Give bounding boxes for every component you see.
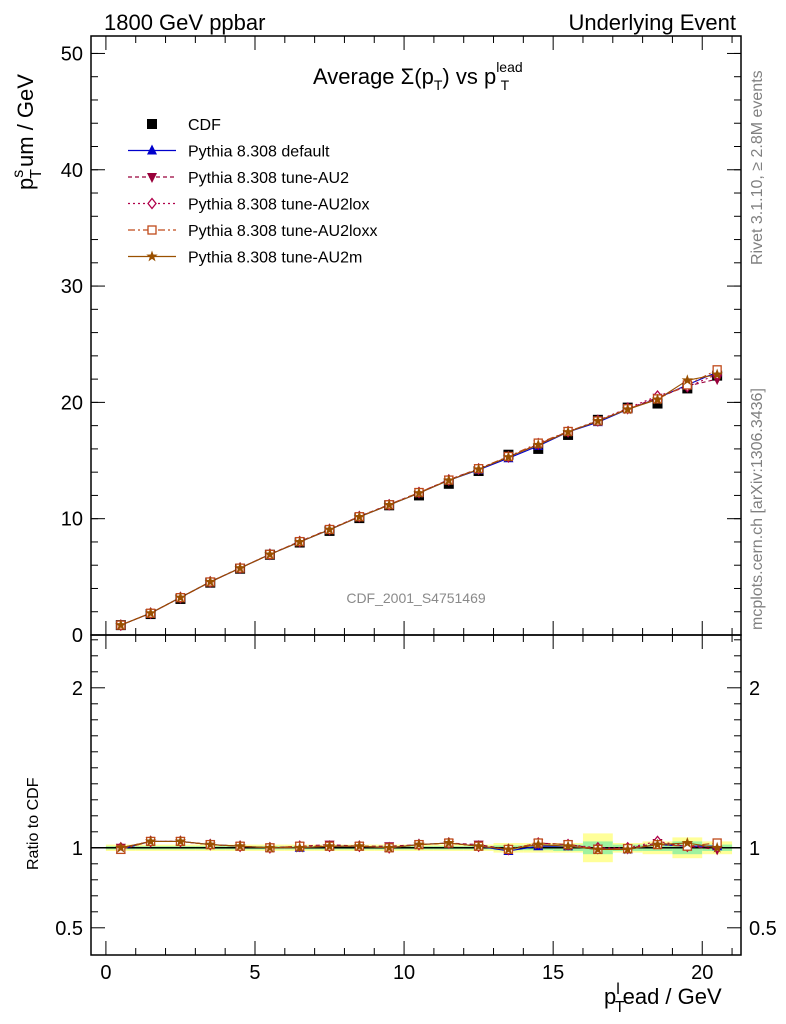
legend-item: Pythia 8.308 tune-AU2lox: [128, 197, 369, 214]
x-tick-label: 0: [100, 962, 111, 984]
y-tick-label: 10: [61, 509, 83, 531]
data-point: [383, 498, 395, 510]
ratio-point: [443, 837, 455, 848]
ratio-point: [532, 838, 544, 850]
data-point: [592, 414, 604, 426]
ratio-point: [502, 843, 515, 855]
ratio-point: [234, 840, 246, 852]
legend-marker: [147, 119, 157, 129]
ratio-point: [681, 837, 694, 848]
series-pythia-8-308-tune-au2: [120, 378, 718, 626]
ratio-point: [651, 838, 664, 850]
data-point: [681, 374, 694, 386]
ratio-point: [472, 840, 485, 852]
data-point: [413, 487, 425, 498]
ratio-point: [562, 840, 574, 852]
data-point: [651, 393, 664, 405]
chart-title: Average Σ(pT) vs plead T: [313, 59, 523, 93]
legend-label: Pythia 8.308 tune-AU2m: [188, 250, 362, 267]
data-point: [115, 619, 127, 630]
legend-marker: [147, 225, 157, 235]
y-tick-label: 50: [61, 43, 83, 65]
data-point: [174, 591, 187, 603]
legend-marker: [146, 250, 158, 262]
x-tick-label: 15: [542, 962, 564, 984]
legend-label: Pythia 8.308 tune-AU2lox: [188, 197, 369, 214]
y-tick-label-right: 2: [749, 678, 760, 700]
header-right: Underlying Event: [568, 10, 736, 35]
ratio-point: [413, 838, 425, 850]
ratio-point: [144, 835, 157, 847]
ratio-point: [174, 835, 187, 847]
ratio-point: [711, 841, 723, 853]
data-point: [532, 438, 544, 450]
y-tick-label-right: 1: [749, 838, 760, 860]
ratio-point: [592, 843, 604, 855]
ratio-point: [115, 841, 127, 853]
ratio-panel: 0 5 10 15 20 0.5 0.5 1 1 2 2 Ratio to CDF pl Tead / G…: [25, 634, 777, 1016]
y-tick-label: 0: [72, 625, 83, 647]
legend-label: Pythia 8.308 tune-AU2loxx: [188, 223, 377, 240]
data-point: [353, 510, 366, 522]
x-tick-label: 5: [249, 962, 260, 984]
x-tick-label: 10: [393, 962, 415, 984]
data-point: [264, 548, 276, 560]
data-point: [562, 426, 574, 437]
legend-marker: [147, 173, 157, 183]
data-point: [144, 607, 157, 618]
data-point: [502, 451, 515, 462]
y-tick-label-right: 0.5: [749, 918, 777, 940]
data-point: [204, 575, 216, 587]
legend: CDF Pythia 8.308 default Pythia 8.308 tune…: [128, 117, 377, 267]
rivet-label: Rivet 3.1.10, ≥ 2.8M events: [749, 70, 766, 265]
mcplots-label: mcplots.cern.ch [arXiv:1306.3436]: [749, 388, 766, 630]
legend-label: Pythia 8.308 tune-AU2: [188, 170, 349, 187]
y-tick-label: 30: [61, 276, 83, 298]
data-point: [294, 535, 306, 547]
ratio-point: [264, 841, 276, 853]
y-tick-label: 0.5: [55, 918, 83, 940]
ratio-point: [323, 840, 336, 852]
y-tick-label: 1: [72, 838, 83, 860]
ratio-point: [621, 843, 634, 855]
legend-label: Pythia 8.308 default: [188, 144, 330, 161]
data-point: [621, 403, 634, 415]
ratio-point: [383, 841, 395, 853]
data-point: [472, 463, 485, 475]
ratio-series-pythia-8-308-tune-au2m: [115, 835, 723, 855]
legend-marker: [147, 197, 157, 210]
legend-item: Pythia 8.308 tune-AU2m: [128, 250, 362, 267]
ratio-point: [204, 838, 216, 850]
y-axis-label: psTum / GeV: [10, 74, 45, 190]
ratio-point: [353, 840, 366, 852]
main-panel: 0 10 20 30 40 50 Average Σ(pT) vs plead T psTum …: [10, 35, 742, 647]
x-tick-label: 20: [691, 962, 713, 984]
data-point: [443, 474, 455, 486]
legend-marker: [147, 144, 157, 155]
header-left: 1800 GeV ppbar: [104, 10, 265, 35]
x-axis-label: pl Tead / GeV: [604, 981, 722, 1016]
y-tick-label: 20: [61, 392, 83, 414]
watermark: CDF_2001_S4751469: [346, 590, 486, 606]
y-tick-label: 2: [72, 678, 83, 700]
data-point: [234, 562, 246, 573]
legend-item: Pythia 8.308 default: [128, 144, 330, 161]
legend-item: Pythia 8.308 tune-AU2: [128, 170, 349, 187]
series-line: [120, 378, 718, 626]
legend-item: Pythia 8.308 tune-AU2loxx: [128, 223, 377, 240]
ratio-y-axis-label: Ratio to CDF: [25, 777, 42, 870]
data-point: [711, 368, 723, 380]
legend-label: CDF: [188, 117, 221, 134]
markers-pythia-8-308-tune-au2m: [115, 368, 723, 630]
y-tick-label: 40: [61, 160, 83, 182]
data-point: [323, 523, 336, 535]
ratio-point: [294, 841, 306, 853]
legend-item: CDF: [147, 117, 221, 134]
plot-frame: [90, 634, 742, 956]
